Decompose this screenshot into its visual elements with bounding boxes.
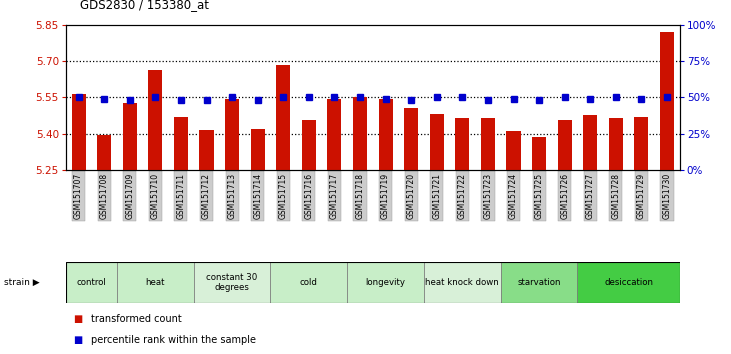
- Bar: [327, 98, 341, 170]
- Text: strain ▶: strain ▶: [4, 278, 39, 287]
- Bar: [174, 117, 188, 170]
- Bar: [225, 98, 239, 170]
- Bar: [660, 32, 674, 170]
- Bar: [347, 262, 424, 303]
- Bar: [270, 262, 347, 303]
- Bar: [97, 135, 111, 170]
- Bar: [148, 69, 162, 170]
- Text: longevity: longevity: [366, 278, 406, 287]
- Text: heat: heat: [145, 278, 165, 287]
- Bar: [72, 94, 86, 170]
- Text: constant 30
degrees: constant 30 degrees: [206, 273, 258, 292]
- Text: starvation: starvation: [518, 278, 561, 287]
- Text: heat knock down: heat knock down: [425, 278, 499, 287]
- Bar: [404, 108, 418, 170]
- Bar: [379, 98, 393, 170]
- Text: transformed count: transformed count: [91, 314, 182, 324]
- Bar: [583, 115, 597, 170]
- Bar: [609, 118, 623, 170]
- Bar: [532, 137, 546, 170]
- Bar: [635, 117, 648, 170]
- Bar: [481, 118, 495, 170]
- Bar: [424, 262, 501, 303]
- Bar: [66, 262, 117, 303]
- Bar: [455, 118, 469, 170]
- Bar: [302, 120, 316, 170]
- Text: cold: cold: [300, 278, 318, 287]
- Bar: [194, 262, 270, 303]
- Bar: [577, 262, 680, 303]
- Text: desiccation: desiccation: [604, 278, 654, 287]
- Bar: [123, 103, 137, 170]
- Bar: [430, 114, 444, 170]
- Text: ■: ■: [73, 335, 83, 345]
- Text: percentile rank within the sample: percentile rank within the sample: [91, 335, 257, 345]
- Bar: [507, 131, 520, 170]
- Text: GDS2830 / 153380_at: GDS2830 / 153380_at: [80, 0, 209, 11]
- Bar: [558, 120, 572, 170]
- Text: control: control: [77, 278, 106, 287]
- Bar: [353, 97, 367, 170]
- Bar: [276, 65, 290, 170]
- Bar: [200, 130, 213, 170]
- Bar: [117, 262, 194, 303]
- Bar: [251, 129, 265, 170]
- Bar: [501, 262, 577, 303]
- Text: ■: ■: [73, 314, 83, 324]
